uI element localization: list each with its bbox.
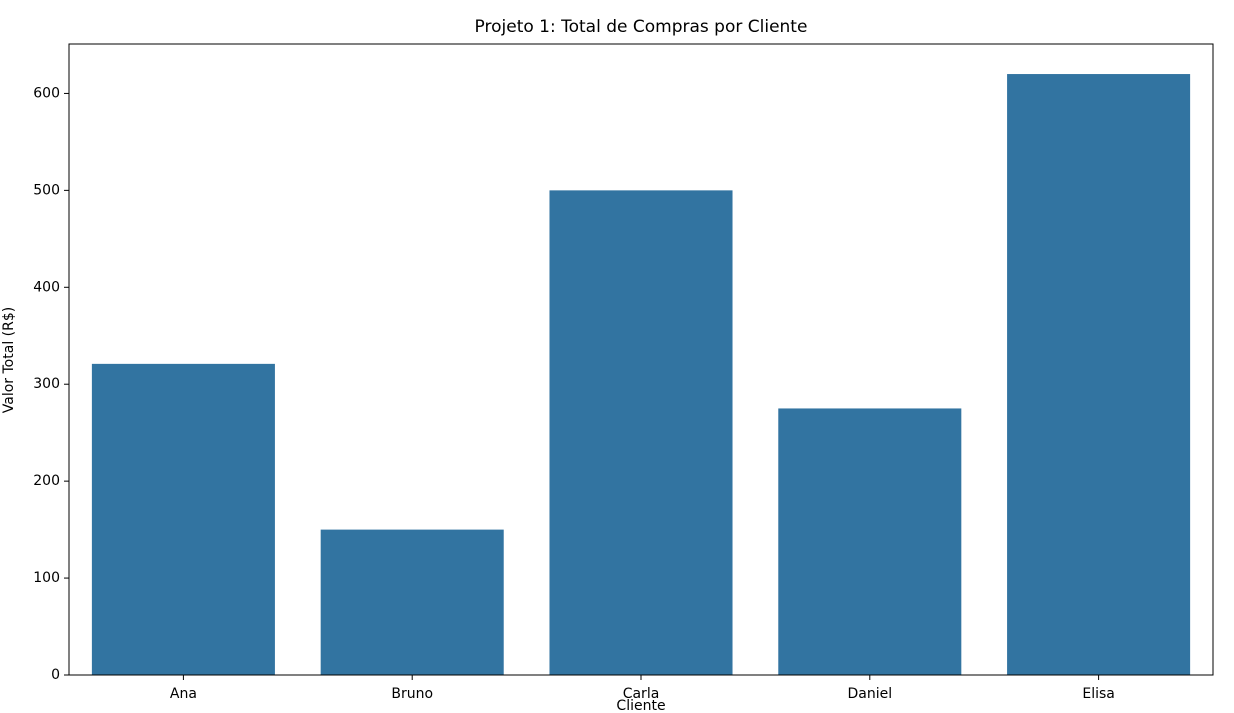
bar bbox=[320, 529, 504, 675]
y-tick-label: 200 bbox=[33, 473, 60, 489]
y-tick-label: 100 bbox=[33, 570, 60, 586]
y-tick-label: 0 bbox=[51, 667, 60, 683]
x-tick-label: Ana bbox=[170, 686, 197, 702]
bar bbox=[1007, 74, 1191, 676]
y-tick-label: 300 bbox=[33, 376, 60, 392]
x-axis-label: Cliente bbox=[616, 698, 665, 713]
plot-frame bbox=[68, 43, 1214, 676]
chart-title: Projeto 1: Total de Compras por Cliente bbox=[475, 17, 808, 37]
y-tick-label: 400 bbox=[33, 279, 60, 295]
x-tick-label: Daniel bbox=[847, 686, 892, 702]
x-tick-label: Elisa bbox=[1082, 686, 1115, 702]
y-tick-label: 500 bbox=[33, 182, 60, 198]
x-tick-label: Bruno bbox=[391, 686, 433, 702]
bar bbox=[549, 190, 733, 676]
y-axis-label: Valor Total (R$) bbox=[1, 307, 17, 413]
y-tick-label: 600 bbox=[33, 85, 60, 101]
bar bbox=[91, 363, 275, 675]
bar bbox=[778, 408, 962, 675]
x-tick-label: Carla bbox=[623, 686, 660, 702]
